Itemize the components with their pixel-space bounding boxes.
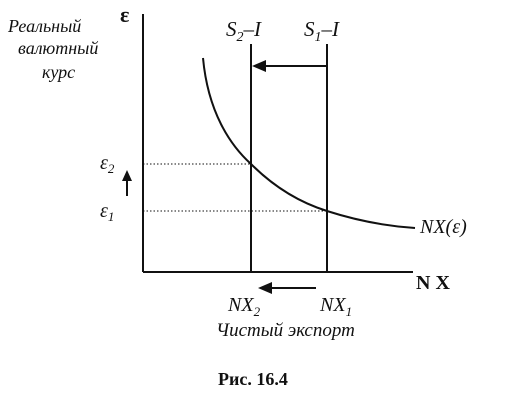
s2-i-label: S2–I <box>226 17 262 45</box>
y-axis-label-line2: валютный <box>18 38 98 58</box>
figure-caption: Рис. 16.4 <box>218 369 288 389</box>
curve-label: NX(ε) <box>419 216 467 238</box>
eps2-label: ε2 <box>100 152 115 176</box>
x-axis-caption: Чистый экспорт <box>216 320 355 341</box>
nx2-label: NX2 <box>227 294 261 319</box>
y-axis-label-line1: Реальный <box>7 16 81 36</box>
eps-up-arrow-head <box>122 170 132 181</box>
shift-arrow-bottom-head <box>258 282 272 294</box>
nx-curve <box>202 57 416 229</box>
nx1-label: NX1 <box>319 294 352 319</box>
shift-arrow-top-head <box>252 60 266 72</box>
x-axis-label: N X <box>416 272 450 294</box>
y-axis-label-line3: курс <box>42 62 75 82</box>
eps1-label: ε1 <box>100 200 114 224</box>
y-axis-symbol: ε <box>120 2 129 27</box>
s1-i-label: S1–I <box>304 17 340 45</box>
